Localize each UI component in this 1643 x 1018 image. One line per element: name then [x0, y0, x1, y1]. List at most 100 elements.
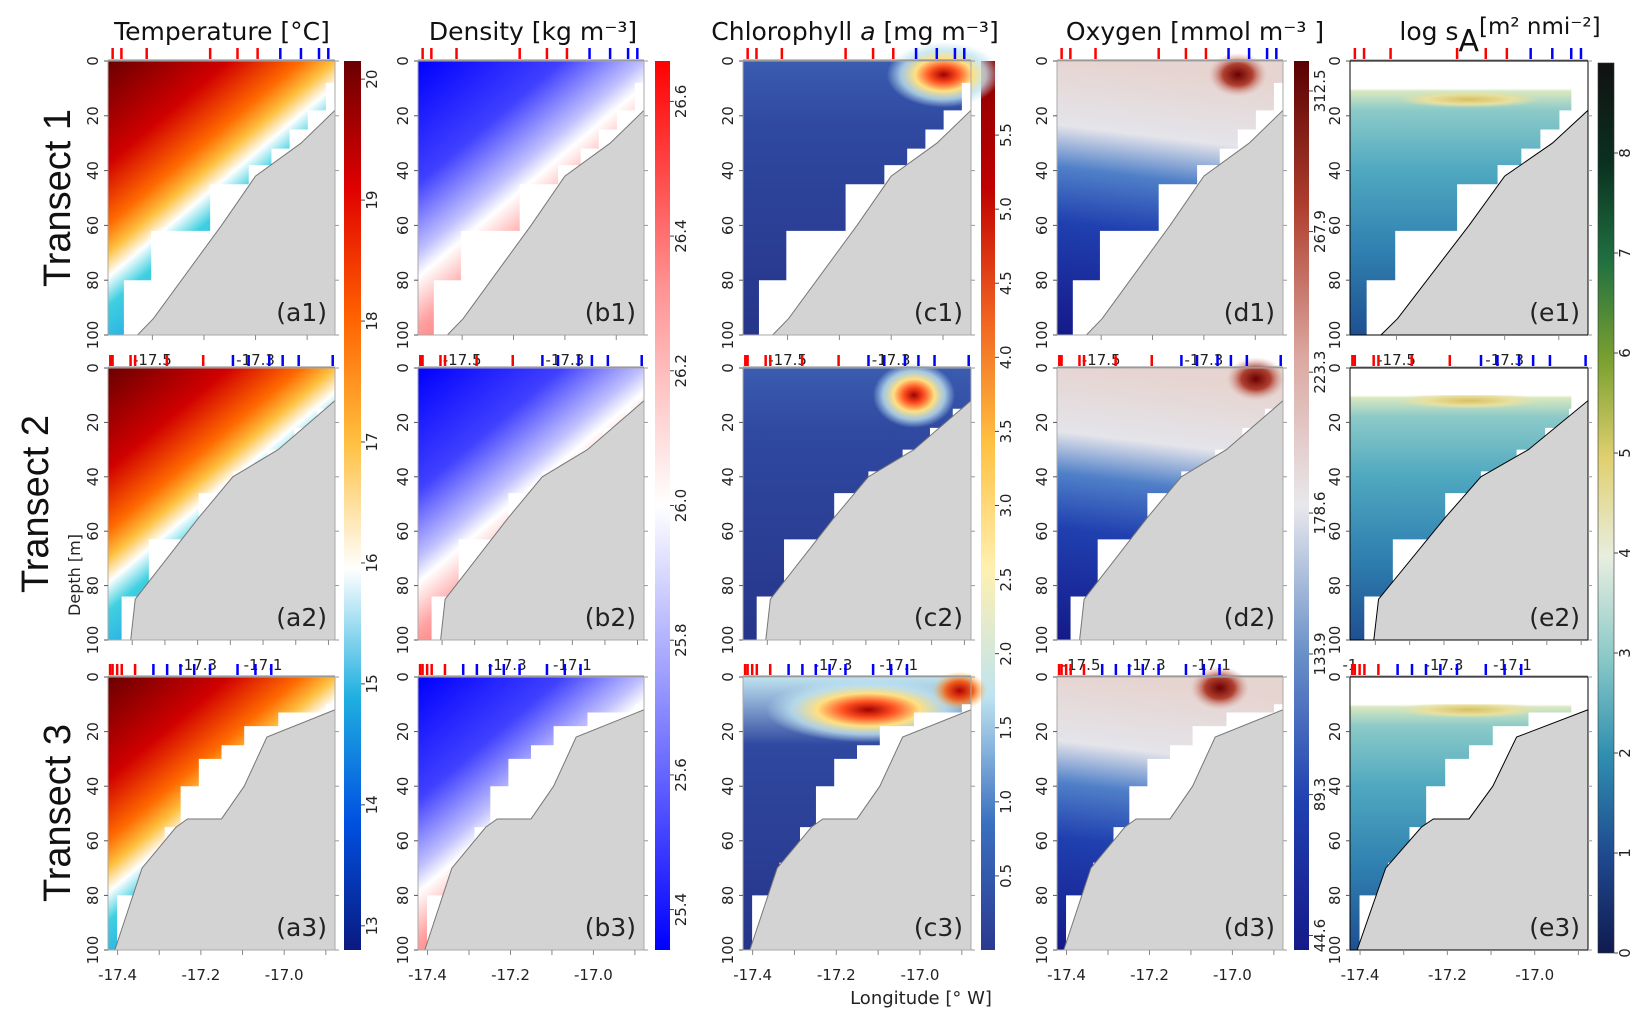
y-tick-label: 20 [719, 413, 737, 432]
y-tick-label: 20 [1033, 722, 1051, 741]
y-tick-label: 40 [84, 161, 102, 180]
x-tick-label: -17.2 [817, 966, 856, 984]
title-italic: a [860, 17, 875, 46]
title-units: [mg m⁻³] [876, 17, 999, 46]
panel-c3: 0 20 40 60 80 100-17.4 -17.2 -17.0 (c3) [719, 664, 987, 984]
y-tick-label: 60 [84, 522, 102, 541]
y-tick-label: 40 [1326, 777, 1344, 796]
y-tick-label: 40 [394, 161, 412, 180]
panel-label: (e2) [1529, 603, 1580, 632]
plot-frame [107, 60, 336, 336]
x-tick-label: -17.3 [1127, 656, 1166, 674]
x-axis-label: Longitude [° W] [850, 988, 992, 1009]
y-tick-label: 0 [1033, 672, 1051, 682]
plot-frame [107, 676, 336, 951]
panel-title-log_sA: log sA[m² nmi⁻²] [1399, 14, 1600, 59]
y-tick-label: 0 [394, 672, 412, 682]
title-text: Temperature [°C] [113, 17, 330, 46]
colorbar-tick-label: 16 [363, 553, 381, 572]
y-tick-label: 100 [1033, 321, 1051, 350]
x-tick-label: -17.2 [491, 966, 530, 984]
colorbar-tick-label: 3.5 [997, 419, 1015, 443]
y-tick-label: 0 [1326, 56, 1344, 66]
y-tick-label: 20 [84, 722, 102, 741]
panel-label: (d2) [1224, 603, 1275, 632]
y-tick-label: 0 [719, 672, 737, 682]
x-tick-label: -17.2 [1130, 966, 1169, 984]
y-tick-label: 0 [1033, 363, 1051, 373]
colorbar-tick-label: 15 [363, 674, 381, 693]
panel-label: (b3) [585, 913, 636, 942]
oxygen-maximum [1208, 52, 1268, 97]
colorbar-tick-label: 4 [1616, 548, 1634, 558]
plot-frame [1349, 676, 1589, 951]
y-tick-label: 80 [394, 271, 412, 290]
colorbar-log_sA [1597, 62, 1615, 954]
x-tick-label: -17.4 [733, 966, 772, 984]
x-tick-label: -17.5 [1377, 351, 1416, 369]
y-tick-label: 60 [1326, 831, 1344, 850]
y-tick-label: 100 [719, 936, 737, 965]
colorbar-tick-label: 44.6 [1311, 919, 1329, 952]
x-tick-label: -17.0 [901, 966, 940, 984]
panel-label: (a2) [276, 603, 327, 632]
y-tick-label: 20 [394, 106, 412, 125]
title-text: Chlorophyll [711, 17, 860, 46]
panel-title-temperature: Temperature [°C] [113, 17, 330, 46]
plot-frame [417, 60, 645, 336]
x-tick-label: -17.0 [1213, 966, 1252, 984]
y-tick-label: 100 [719, 626, 737, 655]
plot-frame [417, 367, 645, 641]
y-tick-label: 100 [394, 626, 412, 655]
x-tick-label: -17.0 [574, 966, 613, 984]
plot-frame [1056, 60, 1284, 336]
colorbar-tick-label: 1.0 [997, 790, 1015, 814]
title-text: log s [1399, 17, 1458, 46]
y-tick-label: 80 [719, 576, 737, 595]
y-tick-label: 100 [394, 321, 412, 350]
y-tick-label: 60 [394, 216, 412, 235]
y-tick-label: 20 [1326, 106, 1344, 125]
x-tick-label: -17.5 [768, 351, 807, 369]
x-tick-label: -17.1 [1493, 656, 1532, 674]
y-tick-label: 40 [1033, 777, 1051, 796]
y-tick-label: 100 [84, 321, 102, 350]
y-tick-label: 80 [1033, 576, 1051, 595]
chlorophyll-maximum [886, 41, 1001, 108]
y-tick-label: 100 [84, 626, 102, 655]
colorbar-tick-label: 5.5 [997, 123, 1015, 147]
colorbar-tick-label: 26.4 [672, 219, 690, 252]
y-tick-label: 20 [719, 722, 737, 741]
y-tick-label: 80 [394, 886, 412, 905]
panel-label: (c2) [914, 603, 963, 632]
y-tick-label: 100 [394, 936, 412, 965]
colorbar-tick-label: 18 [363, 312, 381, 331]
panel-a3: 0 20 40 60 80 100-17.4 -17.2 -17.0 (a3) [84, 664, 339, 984]
y-tick-label: 60 [84, 216, 102, 235]
y-tick-label: 80 [719, 271, 737, 290]
colorbar-tick-label: 1 [1616, 848, 1634, 858]
plot-frame [742, 367, 972, 641]
panel-b2: 0 20 40 60 80 100 -17.3 -17.1 (b2) [394, 355, 648, 674]
plot-frame [417, 676, 645, 951]
y-tick-label: 20 [394, 413, 412, 432]
panel-e3: 0 20 40 60 80 100-17.4 -17.2 -17.0 (e3) [1326, 664, 1592, 984]
y-tick-label: 0 [719, 363, 737, 373]
colorbar-tick-label: 0.5 [997, 864, 1015, 888]
colorbar-tick-label: 25.4 [672, 893, 690, 926]
y-tick-label: 60 [394, 831, 412, 850]
oxygen-maximum [1226, 357, 1286, 401]
y-tick-label: 20 [719, 106, 737, 125]
panel-label: (c1) [914, 298, 963, 327]
colorbar-tick-label: 5.0 [997, 197, 1015, 221]
y-tick-label: 60 [1326, 522, 1344, 541]
colorbar-tick-label: 1.5 [997, 716, 1015, 740]
y-axis-label: Depth [m] [65, 534, 84, 616]
y-tick-label: 20 [394, 722, 412, 741]
row-label-transect-1: Transect 1 [37, 109, 79, 287]
y-tick-label: 80 [84, 886, 102, 905]
colorbar-tick-label: 178.6 [1311, 492, 1329, 535]
colorbar-tick-label: 26.0 [672, 489, 690, 522]
